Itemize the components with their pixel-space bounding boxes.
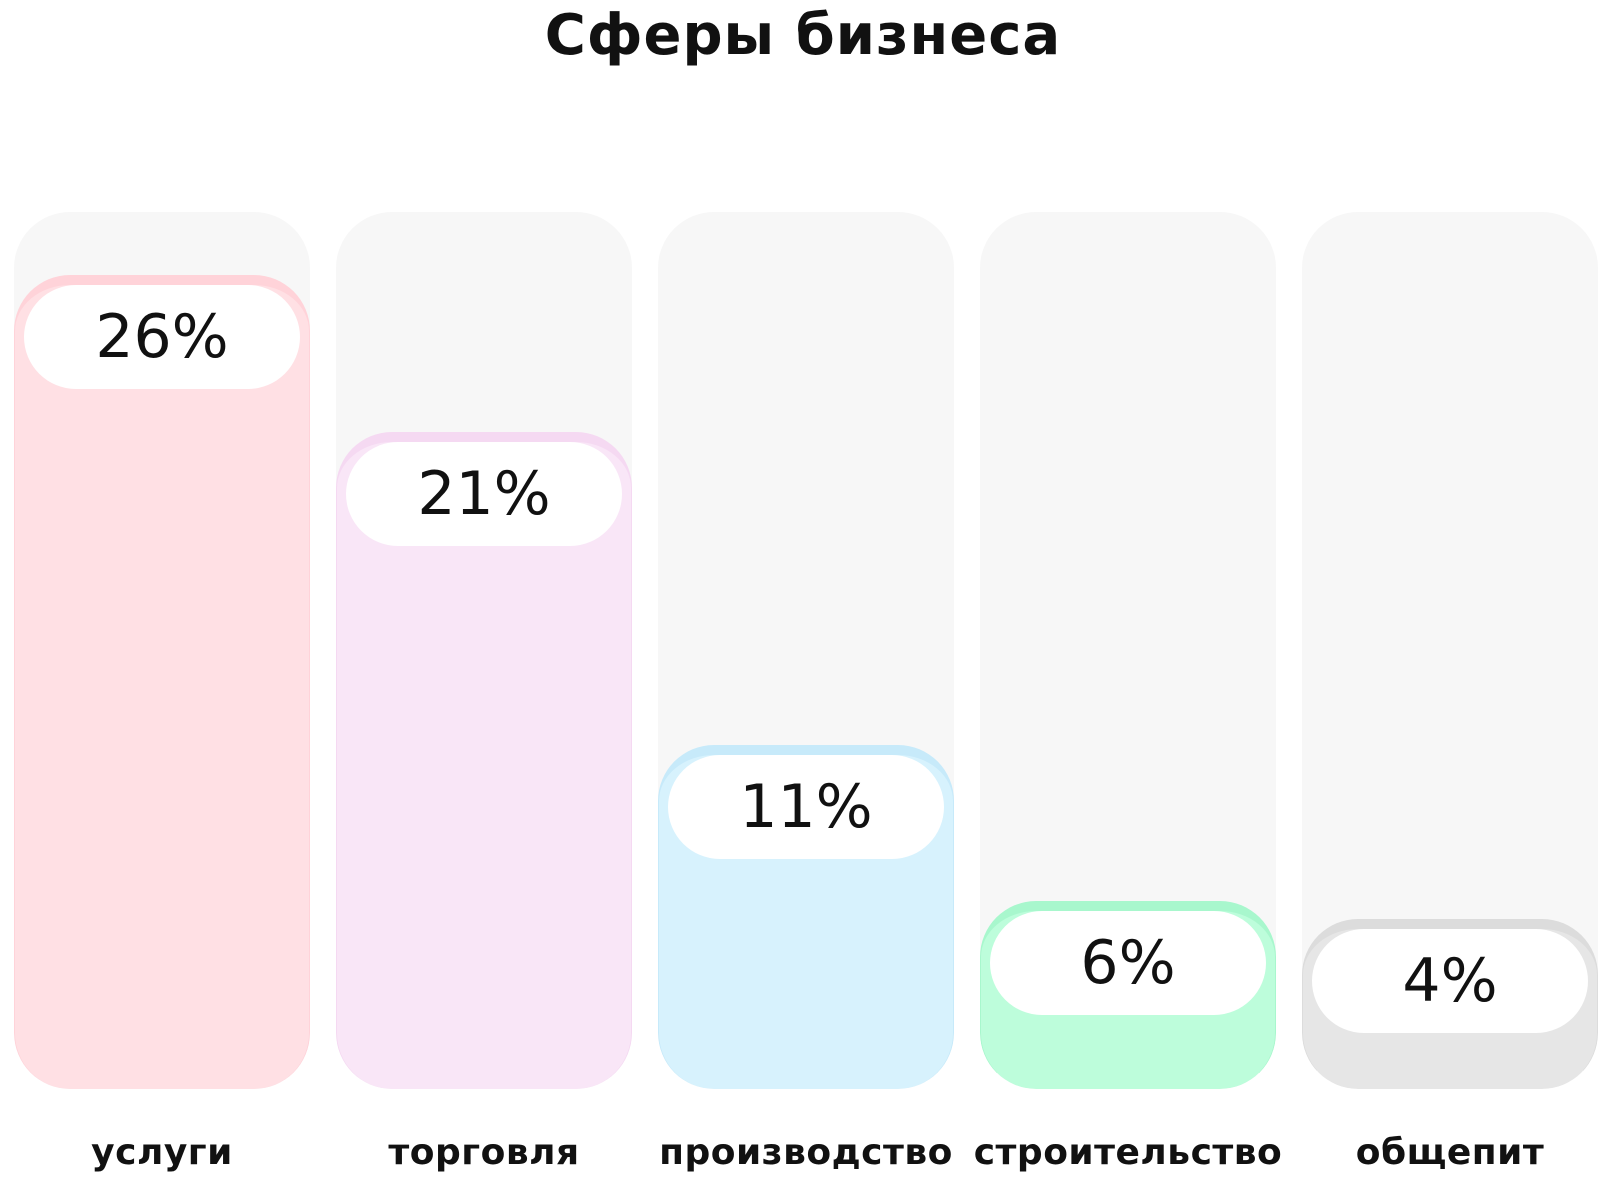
bar-1: 26% — [14, 275, 310, 1089]
data-label-1: 26% — [24, 285, 300, 389]
bar-track-5: 4% — [1302, 212, 1598, 1089]
category-label-5: общепит — [1355, 1132, 1545, 1173]
bar-track-2: 21% — [336, 212, 632, 1089]
bar-5: 4% — [1302, 919, 1598, 1089]
category-label-4: строительство — [973, 1132, 1283, 1173]
category-label-2: торговля — [388, 1132, 580, 1173]
bar-2: 21% — [336, 432, 632, 1089]
category-label-3: производство — [659, 1132, 953, 1173]
bar-track-1: 26% — [14, 212, 310, 1089]
category-label-1: услуги — [91, 1132, 233, 1173]
bar-track-4: 6% — [980, 212, 1276, 1089]
data-label-5: 4% — [1312, 929, 1588, 1033]
data-label-4: 6% — [990, 911, 1266, 1015]
chart-title: Сферы бизнеса — [544, 3, 1062, 68]
data-label-3: 11% — [668, 755, 944, 859]
bar-3: 11% — [658, 745, 954, 1089]
data-label-2: 21% — [346, 442, 622, 546]
bar-4: 6% — [980, 901, 1276, 1089]
bar-track-3: 11% — [658, 212, 954, 1089]
